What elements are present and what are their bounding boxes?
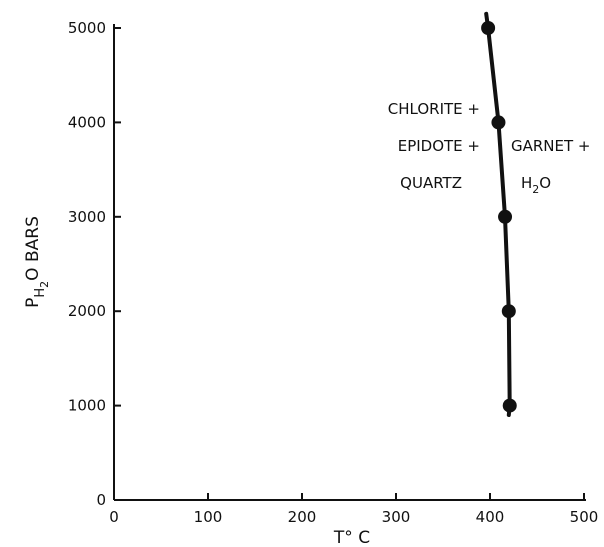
y-axis-title-main: P <box>23 298 43 308</box>
annotation-left: CHLORITE + EPIDOTE + QUARTZ <box>388 100 480 192</box>
y-tick-label: 2000 <box>68 302 106 320</box>
y-axis-title: PH2O BARS <box>23 216 51 308</box>
data-point <box>498 209 513 224</box>
data-point <box>481 21 496 35</box>
x-tick-label: 200 <box>288 508 317 526</box>
y-tick-label: 1000 <box>68 397 106 415</box>
annotation-right-line-1: GARNET + <box>511 137 591 155</box>
annotation-right-line-2: H2O <box>521 174 551 196</box>
annotation-right-sub: 2 <box>532 183 539 196</box>
x-axis-ticks: 0 100 200 300 400 500 <box>109 493 598 526</box>
data-point <box>502 398 517 413</box>
x-axis-title: T° C <box>333 528 370 547</box>
x-tick-label: 500 <box>570 508 599 526</box>
y-axis-title-tail: O BARS <box>23 216 43 281</box>
x-tick-label: 400 <box>476 508 505 526</box>
x-tick-label: 300 <box>382 508 411 526</box>
y-axis-title-subsub: 2 <box>38 281 51 288</box>
y-tick-label: 4000 <box>68 113 106 131</box>
annotation-left-line-3: QUARTZ <box>400 174 462 192</box>
y-axis-ticks: 0 1000 2000 3000 4000 5000 <box>68 19 121 509</box>
y-tick-label: 3000 <box>68 208 106 226</box>
y-axis-title-sub: H <box>33 288 48 298</box>
annotation-right-h: H <box>521 174 532 192</box>
series-markers <box>481 21 517 413</box>
annotation-left-line-1: CHLORITE + <box>388 100 480 118</box>
annotation-right-o: O <box>539 174 551 192</box>
y-tick-label: 0 <box>96 491 106 509</box>
svg-text:PH2O BARS: PH2O BARS <box>23 216 51 308</box>
x-tick-label: 100 <box>194 508 223 526</box>
data-point <box>491 115 506 130</box>
annotation-left-line-2: EPIDOTE + <box>398 137 480 155</box>
annotation-right: GARNET + H2O <box>511 137 591 196</box>
x-tick-label: 0 <box>109 508 119 526</box>
y-tick-label: 5000 <box>68 19 106 37</box>
data-point <box>501 304 516 319</box>
